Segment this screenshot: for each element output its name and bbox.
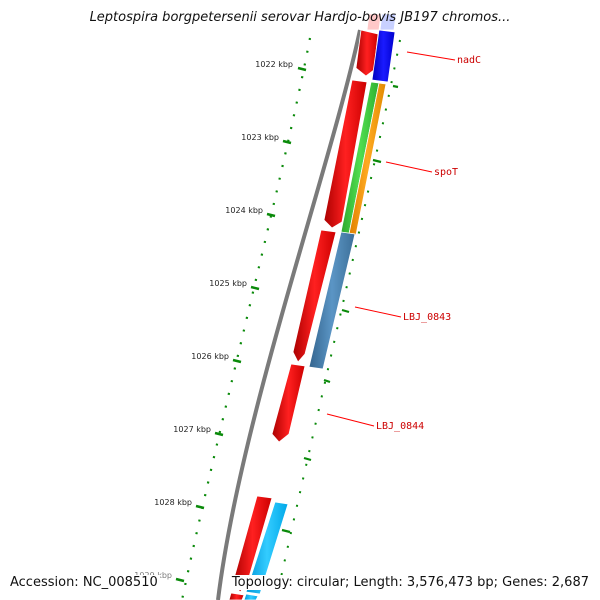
scale-label-1026: 1026 kbp bbox=[191, 352, 229, 361]
scale-label-1025: 1025 kbp bbox=[209, 279, 247, 288]
cds-feature bbox=[323, 79, 368, 229]
accession-label: Accession: NC_008510 bbox=[8, 575, 160, 590]
backbone-line bbox=[216, 29, 362, 600]
scale-label-1024: 1024 kbp bbox=[225, 206, 263, 215]
feature-track bbox=[243, 13, 397, 600]
scale-ticks bbox=[175, 66, 307, 583]
nadC-blue-feature bbox=[371, 29, 396, 83]
scale-label-1022: 1022 kbp bbox=[255, 60, 293, 69]
cds-forward-track bbox=[228, 29, 379, 600]
spoT-orange-feature bbox=[348, 82, 387, 236]
cds-feature bbox=[271, 363, 306, 443]
cyan-feature-lower bbox=[243, 593, 259, 600]
cds-feature bbox=[355, 29, 379, 77]
tick-track bbox=[180, 37, 312, 600]
gene-label-spoT: spoT bbox=[434, 167, 458, 178]
feature-ticks bbox=[281, 84, 399, 534]
scale-label-1023: 1023 kbp bbox=[241, 133, 279, 142]
map-title: Leptospira borgpetersenii serovar Hardjo… bbox=[89, 10, 511, 25]
label-leaders bbox=[326, 51, 456, 427]
topology-summary: Topology: circular; Length: 3,576,473 bp… bbox=[229, 575, 591, 590]
scale-label-1028: 1028 kbp bbox=[154, 498, 192, 507]
LBJ_0843-feature bbox=[308, 231, 356, 370]
cds-feature bbox=[292, 229, 337, 363]
gene-label-LBJ_0844: LBJ_0844 bbox=[376, 421, 424, 432]
feature-light bbox=[379, 13, 397, 31]
cyan-feature bbox=[245, 501, 289, 595]
scale-label-1027: 1027 kbp bbox=[173, 425, 211, 434]
cds-feature bbox=[228, 592, 245, 600]
gene-label-LBJ_0843: LBJ_0843 bbox=[403, 312, 451, 323]
gene-label-nadC: nadC bbox=[457, 55, 481, 66]
